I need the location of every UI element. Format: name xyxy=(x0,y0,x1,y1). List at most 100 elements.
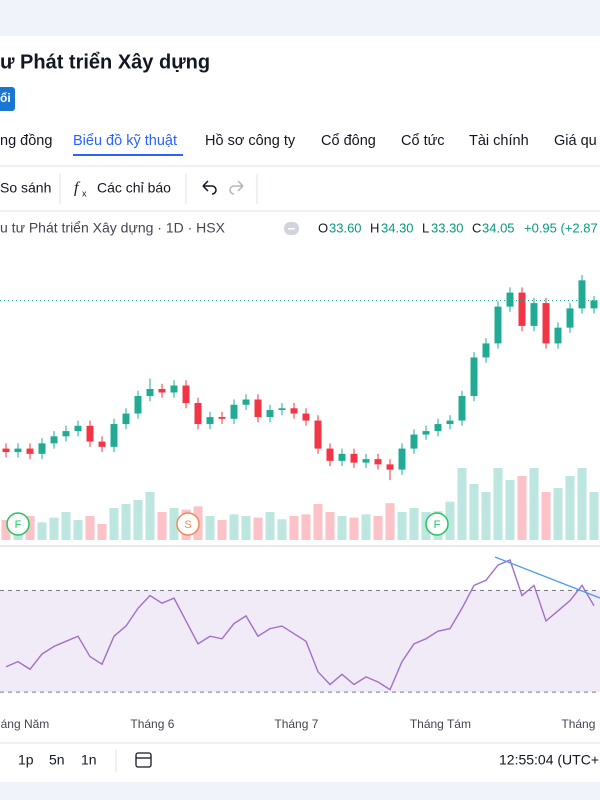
badge: ổi xyxy=(0,91,11,105)
volume-bar xyxy=(85,516,95,540)
redo-icon[interactable] xyxy=(229,180,244,195)
range-button[interactable]: 5n xyxy=(49,752,65,768)
candle-body xyxy=(362,459,370,463)
trend-line xyxy=(494,556,600,599)
candle-body xyxy=(110,424,118,447)
candle-body xyxy=(326,448,334,461)
ohlc-label: L xyxy=(422,220,429,235)
top-strip xyxy=(0,0,600,36)
range-button[interactable]: 1n xyxy=(81,752,97,768)
tab-underline xyxy=(73,154,183,156)
volume-bar xyxy=(553,488,563,540)
candle-body xyxy=(506,292,514,307)
x-tick-label: Tháng 6 xyxy=(130,717,174,731)
candle-body xyxy=(218,417,226,419)
candle-body xyxy=(62,431,70,437)
volume-bar xyxy=(313,504,323,540)
candle-body xyxy=(230,404,238,419)
volume-bar xyxy=(337,516,347,540)
event-label: F xyxy=(15,519,22,531)
rsi-band xyxy=(0,590,600,693)
candle-body xyxy=(158,388,166,393)
ohlc-label: O xyxy=(318,220,328,235)
plot: háng Năm Tháng 6 Tháng 7 Tháng Tám Tháng xyxy=(0,275,600,731)
candle-body xyxy=(446,420,454,425)
indicators-button[interactable]: Các chỉ báo xyxy=(97,180,171,196)
volume-bar xyxy=(517,476,527,540)
candle-body xyxy=(290,408,298,414)
fx-icon: f xyxy=(74,180,81,197)
event-icon[interactable] xyxy=(425,512,449,536)
tab[interactable]: Hồ sơ công ty xyxy=(205,133,296,149)
candle-body xyxy=(578,280,586,309)
candle-body xyxy=(302,413,310,421)
candle-body xyxy=(554,327,562,344)
change: +0.95 (+2.87 xyxy=(524,220,598,235)
ohlc-label: C xyxy=(472,220,481,235)
undo-icon[interactable] xyxy=(202,180,217,195)
event-icon[interactable] xyxy=(6,512,30,536)
candle-body xyxy=(38,443,46,454)
candle-body xyxy=(434,424,442,432)
candle-body xyxy=(254,399,262,418)
candle-body xyxy=(338,453,346,461)
volume-bar xyxy=(157,512,167,540)
volume-bar xyxy=(37,522,47,540)
collapse-icon-bar xyxy=(288,228,295,230)
rsi-line xyxy=(5,559,595,691)
volume-bar xyxy=(493,468,503,540)
tab[interactable]: Cổ tức xyxy=(401,133,445,149)
ohlc-label: H xyxy=(370,220,379,235)
legend: u tư Phát triển Xây dựng · 1D · HSX O 33… xyxy=(0,220,598,236)
volume-bar xyxy=(529,468,539,540)
event-icon[interactable] xyxy=(176,512,200,536)
badge-bg xyxy=(0,87,15,111)
tab[interactable]: Tài chính xyxy=(469,133,529,149)
volume-bar xyxy=(373,516,383,540)
tabs: ng đồng Biểu đồ kỹ thuật Hồ sơ công ty C… xyxy=(0,133,597,156)
candle-body xyxy=(350,453,358,463)
volume-bar xyxy=(253,517,263,540)
candle-body xyxy=(206,417,214,425)
candle-body xyxy=(374,459,382,465)
range-button[interactable]: 1p xyxy=(18,752,34,768)
candle-body xyxy=(86,425,94,442)
volume-bar xyxy=(469,484,479,540)
volume-bar xyxy=(121,504,131,540)
volume-bar xyxy=(445,501,455,540)
candle-body xyxy=(314,420,322,449)
ohlc-value: 34.30 xyxy=(381,220,414,235)
volume-bar xyxy=(229,514,239,540)
volume-bar xyxy=(73,520,83,540)
candle-body xyxy=(122,413,130,425)
candle-body xyxy=(98,441,106,447)
volume-bar xyxy=(49,517,59,540)
volume-bar xyxy=(301,514,311,540)
volume-bar xyxy=(205,516,215,540)
tab-active[interactable]: Biểu đồ kỹ thuật xyxy=(73,133,177,149)
volume-bar xyxy=(25,516,35,540)
tab[interactable]: Cổ đông xyxy=(321,133,376,149)
candle-body xyxy=(566,308,574,328)
candle-body xyxy=(266,410,274,418)
volume-bar xyxy=(541,492,551,540)
candle-body xyxy=(134,396,142,414)
volume-bar xyxy=(385,503,395,540)
candle-body xyxy=(278,408,286,411)
candle-body xyxy=(398,448,406,470)
tab[interactable]: ng đồng xyxy=(0,133,52,149)
fx-icon-sub: x xyxy=(82,188,87,198)
volume-bar xyxy=(61,512,71,540)
clock: 12:55:04 (UTC+ xyxy=(499,752,599,768)
volume-bar xyxy=(409,508,419,540)
volume-bar xyxy=(241,516,251,540)
volume-bar xyxy=(145,492,155,540)
toolbar: So sánh f x Các chỉ báo xyxy=(0,174,258,204)
x-tick-label: háng Năm xyxy=(0,717,49,731)
compare-button[interactable]: So sánh xyxy=(0,180,51,196)
candle-body xyxy=(422,431,430,435)
bottom-bar: 1p 5n 1n 12:55:04 (UTC+ xyxy=(18,750,599,772)
calendar-icon[interactable] xyxy=(135,752,152,768)
tab[interactable]: Giá qu xyxy=(554,133,597,149)
